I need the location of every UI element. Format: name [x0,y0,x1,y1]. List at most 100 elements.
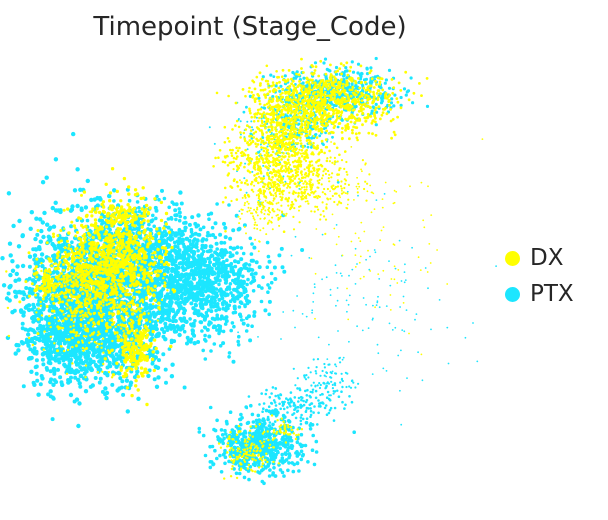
ptx-point [243,319,246,321]
ptx-point [394,326,397,329]
ptx-point [331,135,334,139]
ptx-point [188,317,192,321]
ptx-point [239,301,244,306]
ptx-point [133,322,138,327]
ptx-point [198,320,203,324]
ptx-point [7,241,13,246]
ptx-point [210,300,214,305]
ptx-point [228,251,232,255]
ptx-point [152,314,157,319]
ptx-point [121,392,126,397]
ptx-point [40,220,45,225]
ptx-point [154,280,159,285]
ptx-point [154,239,159,243]
ptx-point [41,362,46,367]
ptx-point [322,61,326,65]
ptx-point [376,343,379,346]
ptx-point [183,272,188,277]
ptx-point [424,267,427,269]
ptx-point [223,250,227,255]
ptx-point [228,282,233,286]
ptx-point [177,261,182,266]
ptx-point [394,267,397,270]
ptx-point [341,275,343,277]
ptx-point [227,203,231,207]
ptx-point [266,145,269,148]
ptx-point [83,352,87,357]
ptx-point [196,239,200,243]
ptx-point [280,338,282,340]
ptx-point [224,301,229,305]
ptx-point [181,250,186,255]
ptx-point [150,361,155,366]
ptx-point [174,279,179,283]
ptx-point [52,306,57,311]
ptx-point [68,379,73,384]
ptx-point [8,272,13,278]
ptx-point [335,224,338,226]
ptx-point [397,354,400,357]
ptx-point [206,283,210,287]
ptx-point [87,350,91,355]
ptx-point [495,265,497,267]
ptx-point [77,401,82,406]
ptx-point [300,453,305,458]
ptx-point [39,316,44,321]
ptx-point [216,271,221,276]
ptx-point [372,304,374,307]
ptx-point [166,236,170,241]
ptx-point [118,376,123,381]
ptx-point [157,358,161,363]
ptx-point [151,213,155,218]
ptx-point [250,242,254,246]
ptx-point [203,302,207,306]
ptx-point [185,287,190,292]
ptx-point [341,358,344,361]
ptx-point [207,249,211,254]
ptx-point [228,236,233,241]
ptx-point [150,218,155,222]
ptx-point [20,233,25,239]
ptx-point [34,216,39,221]
ptx-point [31,247,36,252]
ptx-point [83,389,89,394]
ptx-point [389,284,392,287]
ptx-point [385,370,388,372]
ptx-point [215,418,219,423]
ptx-point [200,280,204,284]
ptx-point [387,86,392,90]
ptx-point [244,162,247,165]
ptx-point [287,452,292,456]
ptx-point [228,299,233,304]
ptx-point [102,309,107,313]
ptx-point [400,423,403,426]
ptx-point [277,253,282,258]
ptx-point [170,269,174,273]
ptx-point [187,292,192,297]
ptx-point [267,299,272,304]
ptx-point [357,194,359,197]
ptx-point [8,283,13,288]
ptx-point [39,374,44,378]
ptx-point [70,240,74,244]
ptx-point [215,302,220,306]
ptx-point [217,307,222,312]
ptx-point [137,326,142,331]
ptx-point [124,378,130,383]
ptx-point [20,263,26,269]
ptx-point [202,325,207,330]
ptx-point [318,134,322,138]
ptx-point [327,68,331,72]
ptx-point [201,225,206,230]
ptx-point [70,204,75,209]
ptx-point [21,384,26,389]
ptx-point [381,94,385,98]
ptx-point [87,360,92,365]
ptx-point [292,309,295,312]
ptx-point [382,367,385,370]
ptx-point [199,262,203,267]
ptx-point [152,224,156,229]
ptx-point [219,470,224,474]
ptx-point [328,343,330,346]
